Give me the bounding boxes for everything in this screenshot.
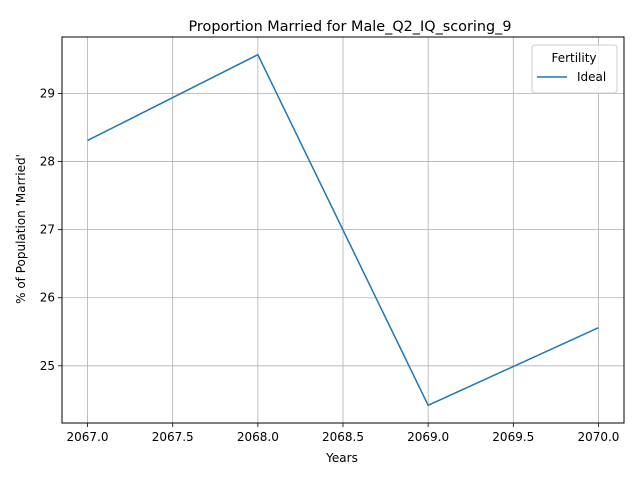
legend-box <box>531 44 618 94</box>
x-tick-label: 2067.0 <box>67 430 109 444</box>
x-axis-ticks: 2067.0 2067.5 2068.0 2068.5 2069.0 2069.5 2070… <box>67 423 619 444</box>
y-axis-ticks: 25 26 27 28 29 <box>40 87 62 373</box>
grid <box>62 37 624 423</box>
x-tick-label: 2070.0 <box>577 430 619 444</box>
x-tick-label: 2069.5 <box>492 430 534 444</box>
y-tick-label: 27 <box>40 223 55 237</box>
x-axis-label: Years <box>325 451 358 465</box>
legend: Fertility Ideal <box>531 44 618 94</box>
series-line-ideal <box>87 53 599 407</box>
x-tick-label: 2068.5 <box>322 430 364 444</box>
y-tick-label: 26 <box>40 291 55 305</box>
series-layer <box>87 53 599 407</box>
y-tick-label: 28 <box>40 155 55 169</box>
y-axis-label: % of Population 'Married' <box>14 154 28 304</box>
y-tick-label: 25 <box>40 359 55 373</box>
legend-title: Fertility <box>551 51 596 65</box>
chart-title: Proportion Married for Male_Q2_IQ_scorin… <box>188 19 511 35</box>
legend-label-ideal: Ideal <box>577 70 606 84</box>
y-tick-label: 29 <box>40 87 55 101</box>
x-tick-label: 2068.0 <box>237 430 279 444</box>
x-tick-label: 2067.5 <box>152 430 194 444</box>
x-tick-label: 2069.0 <box>407 430 449 444</box>
